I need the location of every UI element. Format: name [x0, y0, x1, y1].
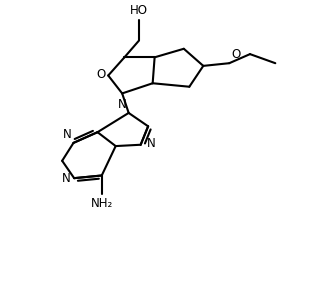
Text: O: O	[96, 68, 106, 81]
Text: HO: HO	[130, 4, 148, 17]
Text: N: N	[147, 137, 155, 150]
Text: N: N	[118, 98, 127, 111]
Text: N: N	[62, 172, 71, 185]
Text: N: N	[63, 128, 72, 141]
Text: O: O	[232, 48, 241, 61]
Text: NH₂: NH₂	[91, 197, 113, 210]
